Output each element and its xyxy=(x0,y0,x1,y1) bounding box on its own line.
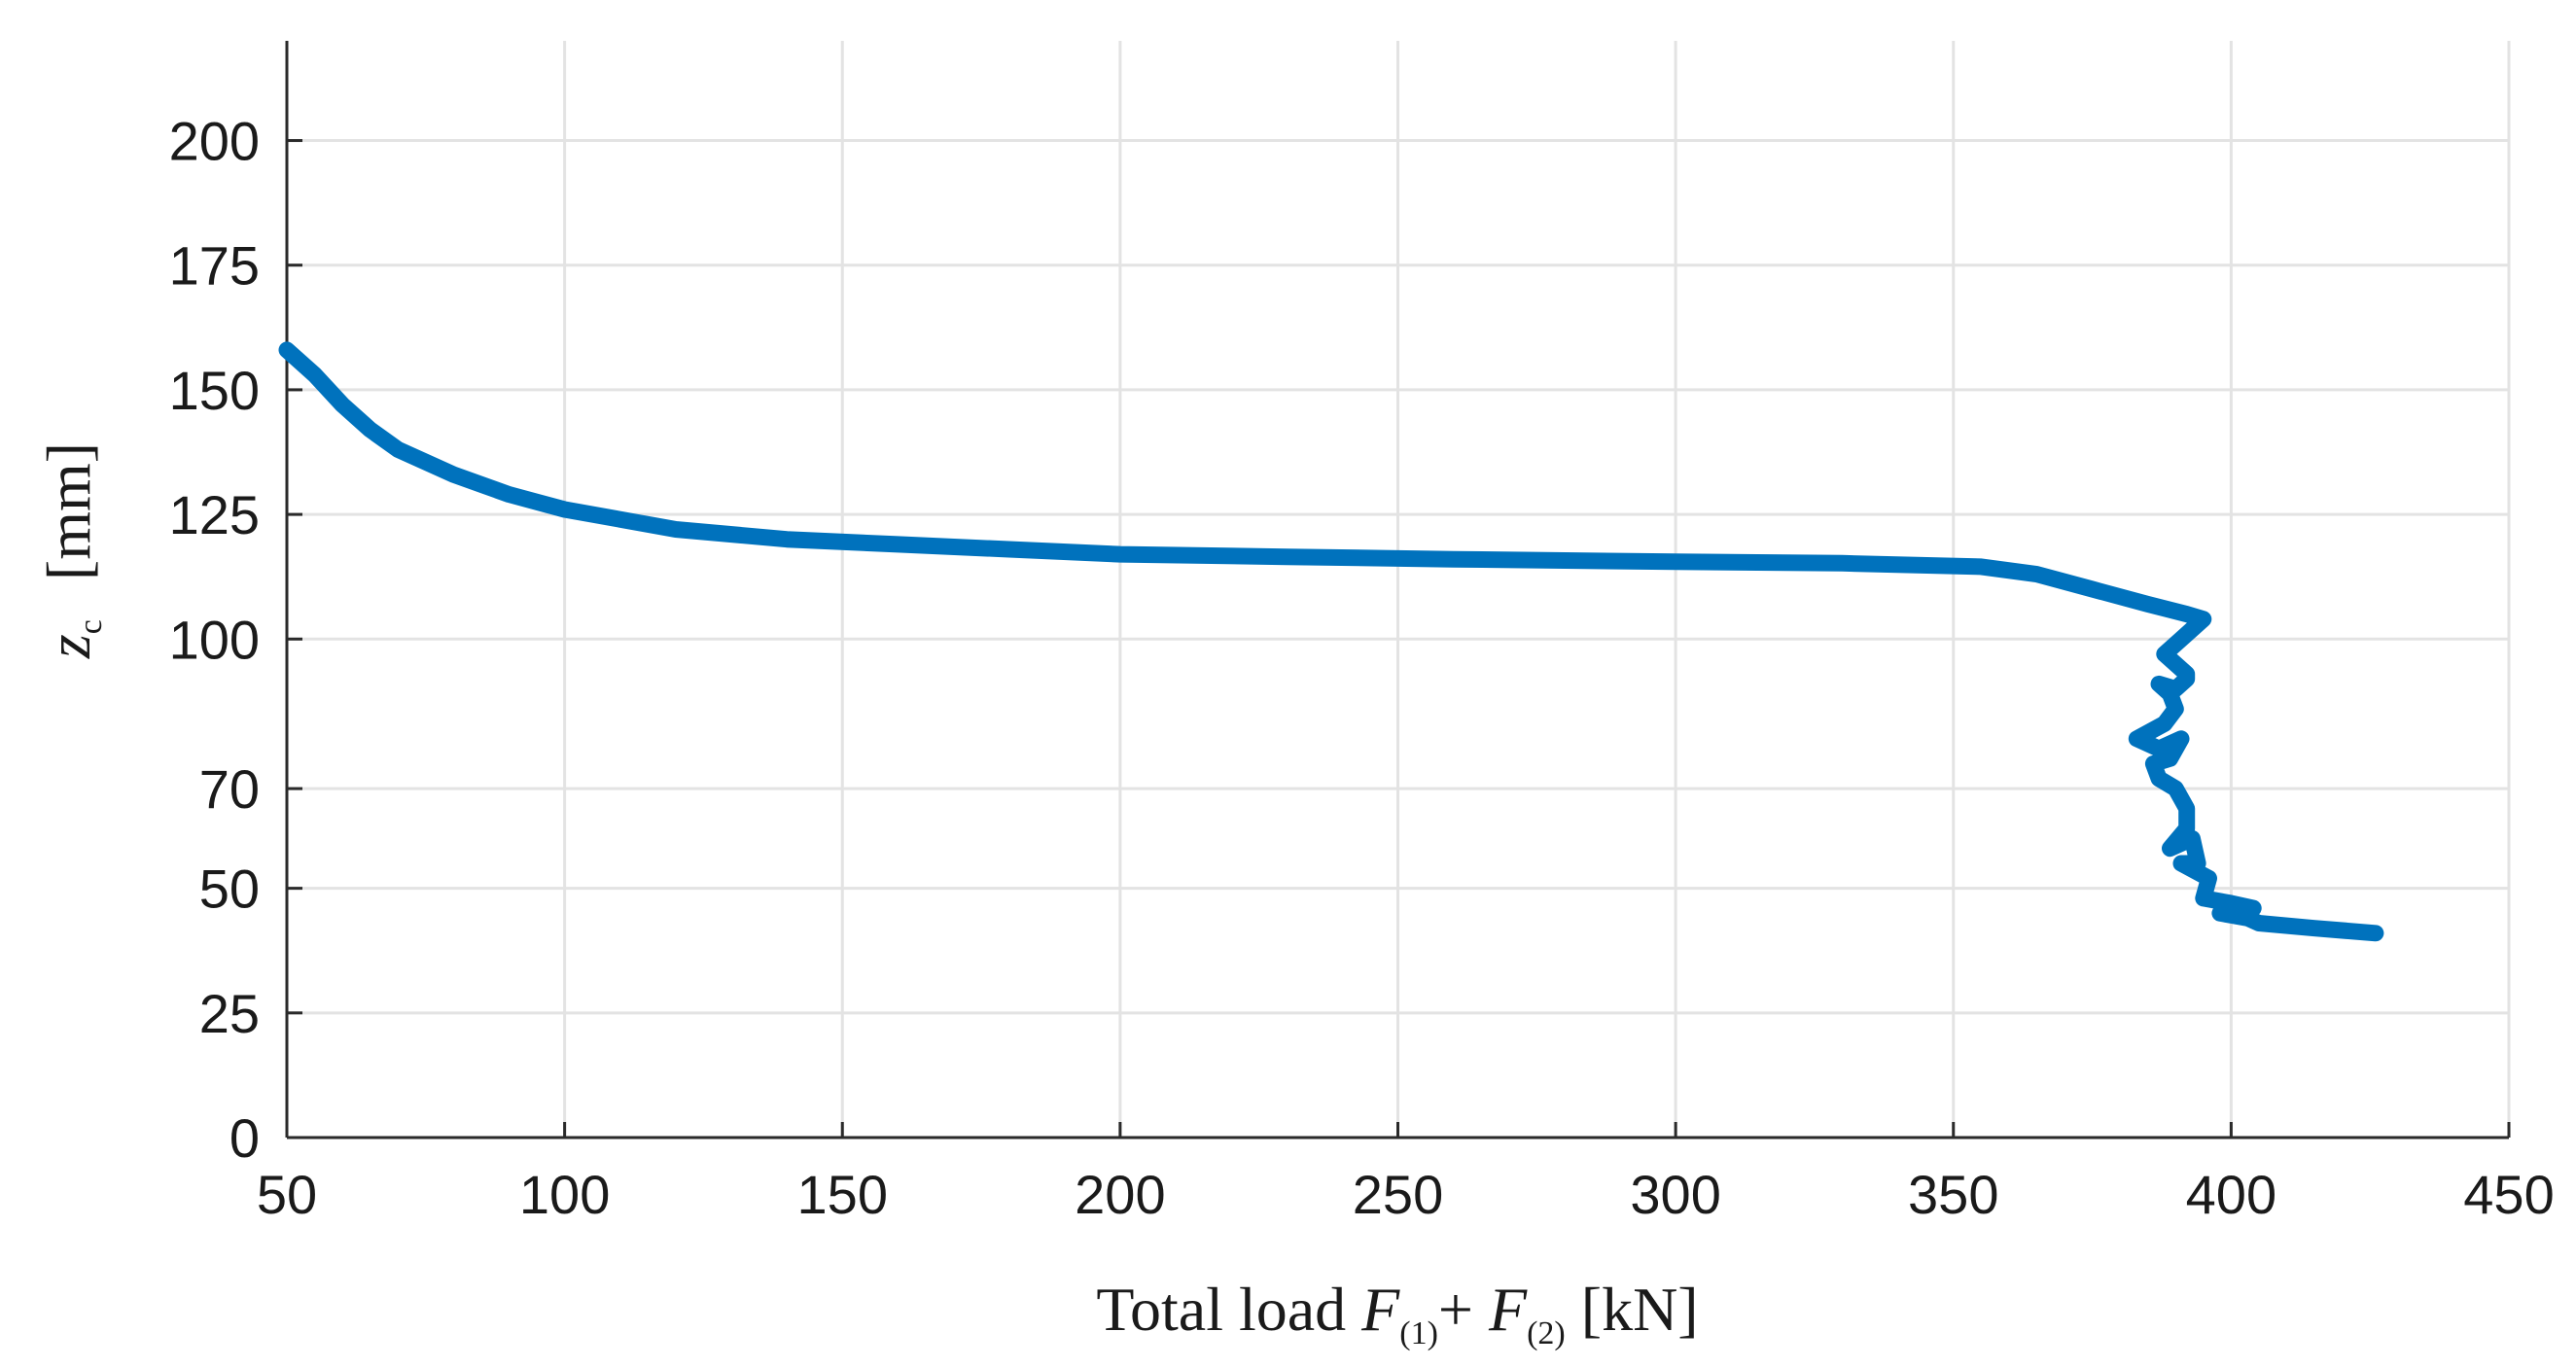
x-tick-label: 400 xyxy=(2186,1164,2276,1225)
y-axis-label: zc[mm] xyxy=(34,442,109,659)
x-tick-label: 350 xyxy=(1908,1164,1998,1225)
series-line-z_c xyxy=(278,341,2384,942)
y-tick-label: 50 xyxy=(199,859,260,920)
y-tick-label: 175 xyxy=(169,235,260,297)
x-tick-label: 300 xyxy=(1630,1164,1720,1225)
series-layer xyxy=(278,341,2384,942)
y-tick-label: 70 xyxy=(199,758,260,820)
x-axis-label: Total load F(1)+ F(2) [kN] xyxy=(1096,1275,1698,1351)
x-ticks: 50 100 150 200 250 300 350 400 450 xyxy=(257,1122,2555,1225)
grid-lines xyxy=(285,41,2511,1139)
y-tick-label: 150 xyxy=(169,360,260,421)
y-tick-label: 25 xyxy=(199,983,260,1044)
x-tick-label: 150 xyxy=(797,1164,888,1225)
y-tick-label: 125 xyxy=(169,484,260,545)
x-tick-label: 450 xyxy=(2463,1164,2554,1225)
x-tick-label: 50 xyxy=(257,1164,317,1225)
x-tick-label: 250 xyxy=(1353,1164,1443,1225)
x-tick-label: 100 xyxy=(519,1164,610,1225)
y-ticks: 0 25 50 70 100 125 150 175 200 xyxy=(169,111,302,1169)
y-tick-label: 0 xyxy=(229,1107,260,1169)
y-tick-label: 200 xyxy=(169,111,260,172)
x-tick-label: 200 xyxy=(1075,1164,1165,1225)
y-tick-label: 100 xyxy=(169,609,260,670)
